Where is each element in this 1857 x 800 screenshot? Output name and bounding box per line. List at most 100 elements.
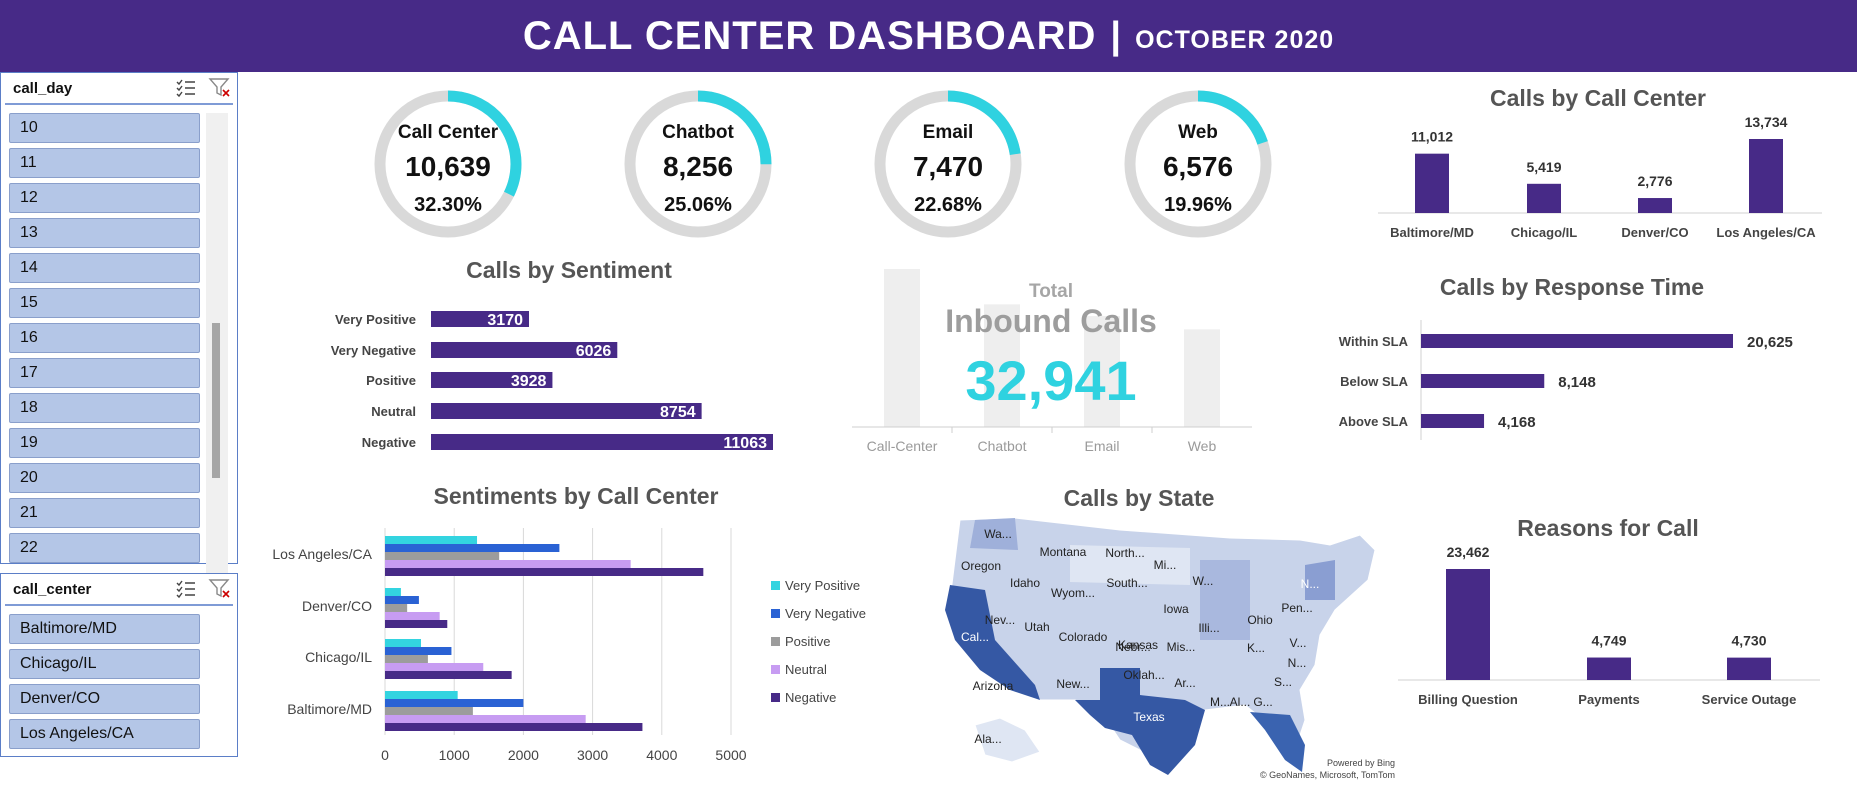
clear-filter-icon[interactable] [207,76,233,100]
bar [385,647,452,655]
midwest-shape [1200,560,1250,640]
bar [385,663,484,671]
state-label: Wa... [984,527,1012,541]
slicer-item-day-22[interactable]: 22 [9,533,200,563]
state-label: Pen... [1281,601,1312,615]
chart-reasons-for-call: Reasons for Call 23,462 Billing Question 4… [1398,515,1820,707]
slicer-item-day-16[interactable]: 16 [9,323,200,353]
slicer-item-day-14[interactable]: 14 [9,253,200,283]
kpi-percent: 22.68% [914,194,982,216]
bar [385,639,421,647]
state-label: M... [1210,695,1230,709]
bar [1446,569,1490,680]
state-label: South... [1106,576,1147,590]
bar [1527,183,1561,213]
donut-arc [874,90,1022,238]
bar-value-label: 4,168 [1498,414,1536,431]
kpi-label: Call Center [398,122,499,143]
bar [385,536,478,544]
washington-shape [970,518,1018,550]
bar [431,403,702,419]
slicer-scrollbar[interactable] [206,113,228,628]
state-label: W... [1193,574,1214,588]
category-label: Above SLA [1339,414,1409,429]
kpi-donuts: Call Center 10,639 32.30% Chatbot 8,256 25.06… [374,90,1272,238]
multi-select-icon[interactable] [173,577,199,601]
state-label: Kansas [1118,638,1158,652]
category-label: Baltimore/MD [287,701,372,717]
x-tick-label: 3000 [577,747,608,763]
legend-label: Negative [785,690,836,705]
bar-value-label: 11063 [723,435,767,452]
slicer-item-day-17[interactable]: 17 [9,358,200,388]
bar [431,342,618,358]
kpi-value: 6,576 [1163,151,1233,182]
multi-select-icon[interactable] [173,76,199,100]
slicer-item-center[interactable]: Los Angeles/CA [9,719,200,749]
bar [385,699,524,707]
kpi-value: 10,639 [405,151,491,182]
slicer-item-day-19[interactable]: 19 [9,428,200,458]
bar [385,588,401,596]
chart-calls-by-sentiment: Calls by Sentiment 3170 Very Positive 6026… [331,257,773,452]
slicer-item-day-18[interactable]: 18 [9,393,200,423]
bar-value-label: 8754 [660,404,696,421]
slicer-item-day-11[interactable]: 11 [9,148,200,178]
chart-title: Reasons for Call [1517,515,1699,541]
state-label: Wyom... [1051,586,1095,600]
legend-label: Neutral [785,662,827,677]
total-bar [1184,329,1220,427]
slicer-item-center[interactable]: Chicago/IL [9,649,200,679]
slicer-item-day-15[interactable]: 15 [9,288,200,318]
legend-swatch [771,637,780,646]
chart-title: Calls by Call Center [1490,85,1706,111]
slicer-item-day-10[interactable]: 10 [9,113,200,143]
slicer-item-day-21[interactable]: 21 [9,498,200,528]
category-label: Very Positive [335,312,416,327]
state-label: Oklah... [1123,668,1164,682]
slicer-item-day-20[interactable]: 20 [9,463,200,493]
bar-value-label: 3928 [511,373,547,390]
category-label: Below SLA [1340,374,1409,389]
bar [385,612,440,620]
bar [1749,139,1783,213]
chart-calls-by-response-time: Calls by Response Time 20,625 Within SLA 8… [1339,274,1793,440]
bar [1415,153,1449,213]
clear-filter-icon[interactable] [207,577,233,601]
slicer-item-center[interactable]: Baltimore/MD [9,614,200,644]
slicer-call-center: call_center Baltimore/MD Chicago/IL Denver… [0,573,238,757]
slicer-item-center[interactable]: Denver/CO [9,684,200,714]
bar [385,620,448,628]
category-label: Los Angeles/CA [272,546,372,562]
x-tick-label: 1000 [439,747,470,763]
north-central-shape [1070,545,1190,585]
category-label: Positive [366,373,416,388]
bar [1587,657,1631,680]
legend-swatch [771,581,780,590]
state-label: Ar... [1174,676,1195,690]
kpi-donut-email: Email 7,470 22.68% [874,90,1022,238]
bar [385,560,631,568]
bar-value-label: 6026 [576,343,612,360]
bar [1638,198,1672,213]
state-label: Al... [1230,695,1251,709]
bar-value-label: 11,012 [1411,129,1453,145]
total-label-small: Total [1029,281,1073,302]
donut-arc [1124,90,1272,238]
category-label: Service Outage [1702,692,1797,707]
category-label: Negative [362,435,416,450]
bar [431,434,773,450]
slicer-item-day-13[interactable]: 13 [9,218,200,248]
total-category-label: Call-Center [867,438,938,454]
chart-title: Sentiments by Call Center [433,483,718,509]
slicer-item-day-12[interactable]: 12 [9,183,200,213]
bar [1421,334,1733,348]
kpi-value: 8,256 [663,151,733,182]
total-bar [884,269,920,427]
scrollbar-thumb[interactable] [212,323,220,478]
state-label: North... [1105,546,1144,560]
bar-value-label: 2,776 [1637,173,1672,189]
state-label: Iowa [1163,602,1189,616]
state-label: Cal... [961,630,989,644]
donut-arc [374,90,522,238]
